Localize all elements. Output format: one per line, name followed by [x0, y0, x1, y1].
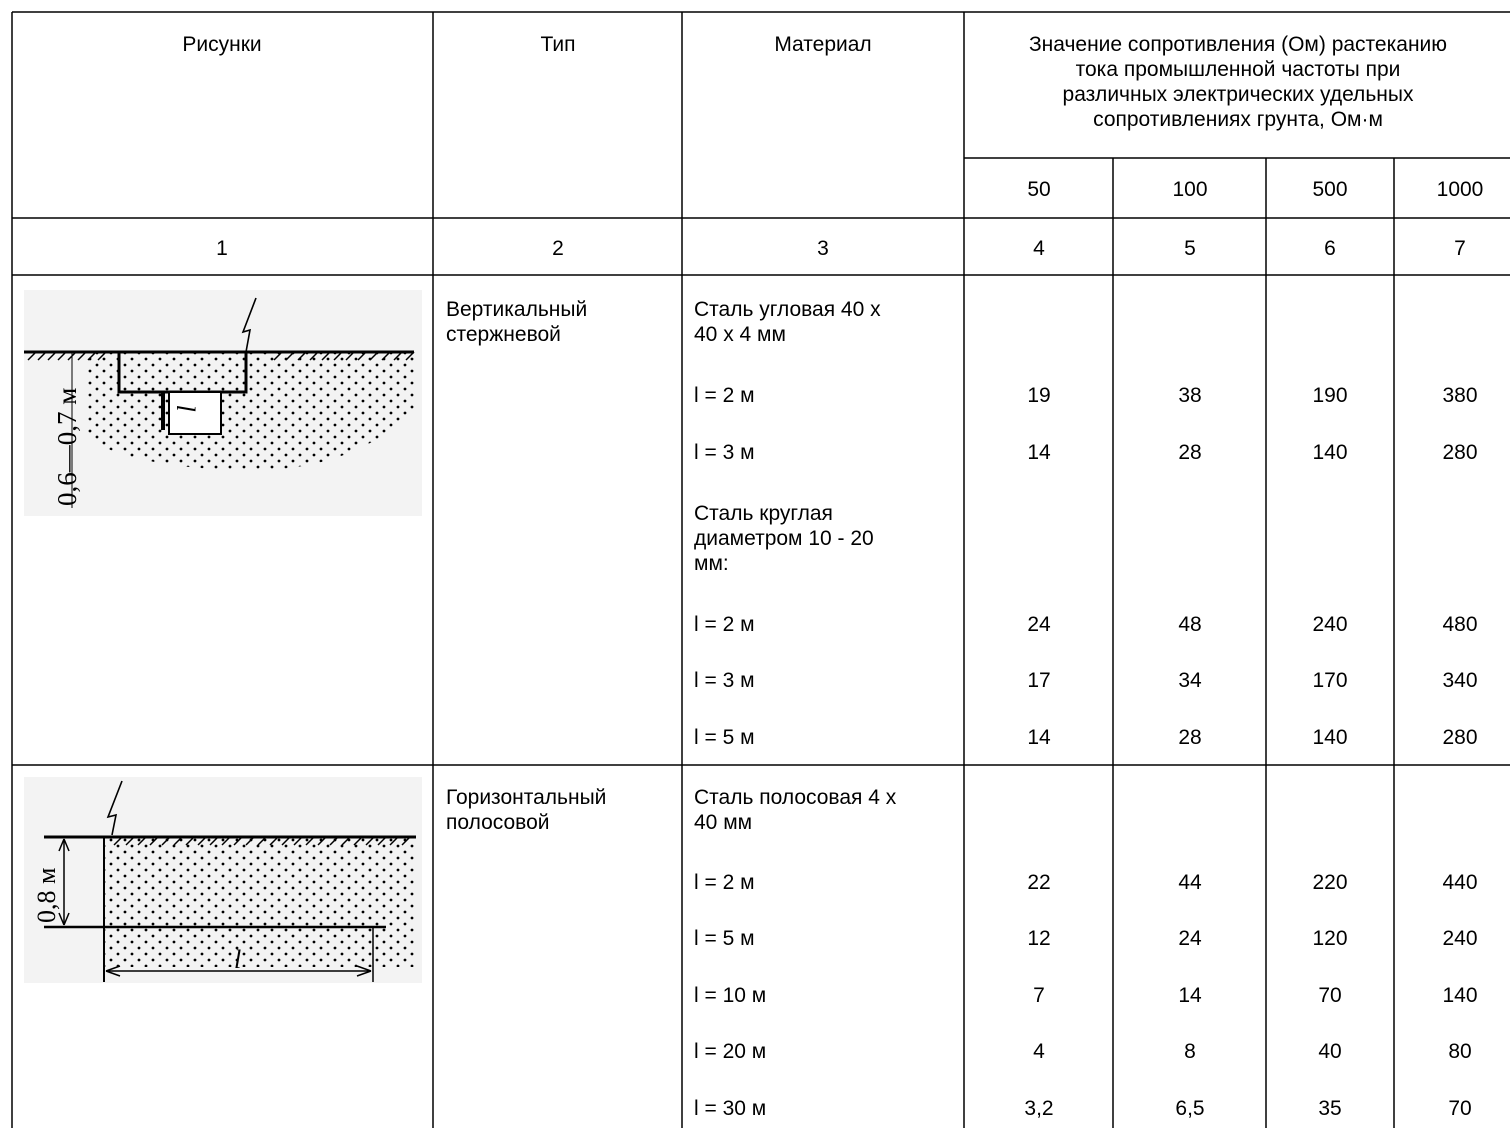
col-number-3: 3: [817, 237, 829, 260]
header-resistance-line-4: сопротивлениях грунта, Ом·м: [1093, 108, 1383, 131]
header-figures: Рисунки: [182, 33, 262, 56]
type-vertical-line-2: стержневой: [446, 323, 561, 346]
value-cell: 14: [1027, 441, 1051, 464]
value-cell: 38: [1178, 384, 1202, 407]
material-row-strip-l20: l = 20 м: [694, 1040, 767, 1063]
value-cell: 70: [1318, 984, 1342, 1007]
value-cell: 6,5: [1175, 1097, 1205, 1120]
horizontal-electrode-depth-label: 0,8 м: [32, 867, 61, 923]
header-resistance-line-2: тока промышленной частоты при: [1075, 58, 1401, 81]
col-number-2: 2: [552, 237, 564, 260]
col-number-6: 6: [1324, 237, 1336, 260]
material-angle-steel-line-2: 40 х 4 мм: [694, 323, 786, 346]
material-round-steel-line-2: диаметром 10 - 20: [694, 527, 874, 550]
value-cell: 280: [1442, 726, 1478, 749]
value-cell: 35: [1318, 1097, 1342, 1120]
horizontal-electrode-figure: 0,8 м l: [24, 777, 422, 983]
value-cell: 34: [1178, 669, 1202, 692]
value-cell: 14: [1027, 726, 1051, 749]
value-cell: 220: [1312, 871, 1348, 894]
value-cell: 140: [1312, 441, 1348, 464]
value-cell: 380: [1442, 384, 1478, 407]
material-row-strip-l10: l = 10 м: [694, 984, 767, 1007]
horizontal-electrode-length-label: l: [234, 945, 242, 974]
type-vertical-line-1: Вертикальный: [446, 298, 588, 321]
value-cell: 28: [1178, 441, 1202, 464]
value-cell: 24: [1027, 613, 1051, 636]
value-cell: 80: [1448, 1040, 1472, 1063]
value-cell: 140: [1442, 984, 1478, 1007]
material-row-l3-round: l = 3 м: [694, 669, 755, 692]
type-horizontal-line-1: Горизонтальный: [446, 786, 607, 809]
value-cell: 8: [1184, 1040, 1196, 1063]
value-cell: 170: [1312, 669, 1348, 692]
value-cell: 48: [1178, 613, 1202, 636]
material-row-l2-angle: l = 2 м: [694, 384, 755, 407]
header-resistivity-1000: 1000: [1436, 178, 1484, 201]
value-cell: 12: [1027, 927, 1051, 950]
value-cell: 14: [1178, 984, 1202, 1007]
col-number-4: 4: [1033, 237, 1045, 260]
value-cell: 120: [1312, 927, 1348, 950]
value-cell: 22: [1027, 871, 1051, 894]
value-cell: 70: [1448, 1097, 1472, 1120]
value-cell: 4: [1033, 1040, 1045, 1063]
value-cell: 3,2: [1024, 1097, 1054, 1120]
header-resistance-line-3: различных электрических удельных: [1062, 83, 1414, 106]
col-number-7: 7: [1454, 237, 1466, 260]
header-resistance-line-1: Значение сопротивления (Ом) растеканию: [1028, 33, 1448, 56]
header-resistivity-500: 500: [1312, 178, 1348, 201]
value-cell: 44: [1178, 871, 1202, 894]
value-cell: 280: [1442, 441, 1478, 464]
material-round-steel-line-3: мм:: [694, 552, 729, 575]
value-cell: 24: [1178, 927, 1202, 950]
value-cell: 19: [1027, 384, 1051, 407]
material-row-l2-round: l = 2 м: [694, 613, 755, 636]
type-horizontal-line-2: полосовой: [446, 811, 550, 834]
material-strip-steel-line-2: 40 мм: [694, 811, 753, 834]
value-cell: 340: [1442, 669, 1478, 692]
vertical-electrode-figure: 0,6—0,7 м l: [24, 290, 422, 516]
col-number-1: 1: [216, 237, 228, 260]
col-number-5: 5: [1184, 237, 1196, 260]
material-row-strip-l30: l = 30 м: [694, 1097, 767, 1120]
value-cell: 17: [1027, 669, 1051, 692]
vertical-electrode-length-label: l: [172, 405, 202, 413]
material-row-strip-l5: l = 5 м: [694, 927, 755, 950]
value-cell: 480: [1442, 613, 1478, 636]
material-row-l3-angle: l = 3 м: [694, 441, 755, 464]
header-material: Материал: [774, 33, 872, 56]
header-type: Тип: [540, 33, 576, 56]
value-cell: 40: [1318, 1040, 1342, 1063]
horizontal-electrode-diagram: [44, 780, 416, 982]
material-row-strip-l2: l = 2 м: [694, 871, 755, 894]
material-strip-steel-line-1: Сталь полосовая 4 х: [694, 786, 897, 809]
header-resistivity-50: 50: [1027, 178, 1051, 201]
header-resistance-group: Значение сопротивления (Ом) растеканию т…: [966, 32, 1510, 132]
value-cell: 440: [1442, 871, 1478, 894]
header-resistivity-100: 100: [1172, 178, 1208, 201]
vertical-electrode-diagram: [24, 297, 415, 508]
value-cell: 240: [1312, 613, 1348, 636]
value-cell: 7: [1033, 984, 1045, 1007]
value-cell: 240: [1442, 927, 1478, 950]
material-row-l5-round: l = 5 м: [694, 726, 755, 749]
value-cell: 190: [1312, 384, 1348, 407]
material-round-steel-line-1: Сталь круглая: [694, 502, 833, 525]
value-cell: 140: [1312, 726, 1348, 749]
material-angle-steel-line-1: Сталь угловая 40 х: [694, 298, 881, 321]
value-cell: 28: [1178, 726, 1202, 749]
vertical-electrode-depth-label: 0,6—0,7 м: [52, 387, 82, 506]
